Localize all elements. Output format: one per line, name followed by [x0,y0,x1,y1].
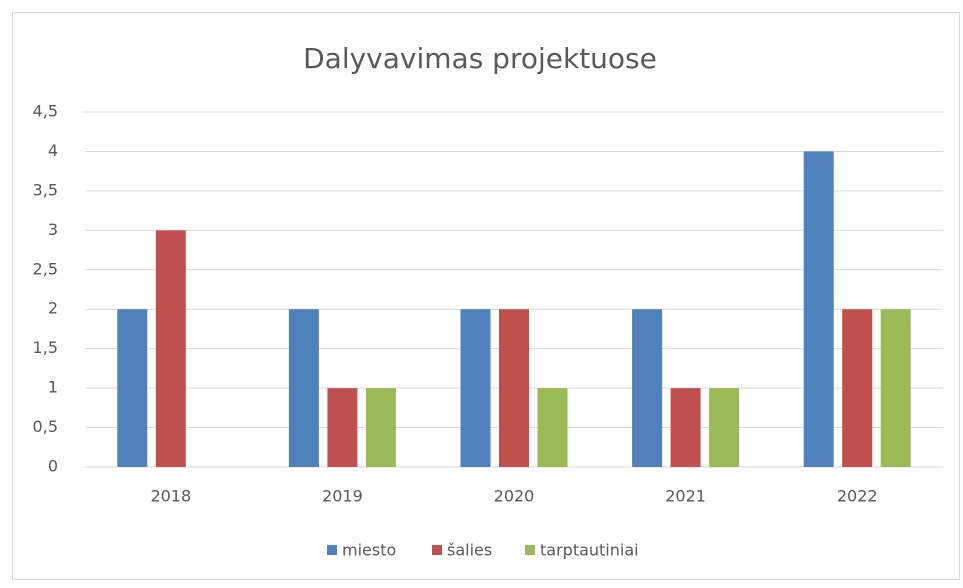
bar [880,309,911,467]
bar [632,309,663,467]
bar [842,309,873,467]
y-tick-label: 2 [48,299,58,318]
bar [288,309,319,467]
bar [709,388,740,467]
bar [803,151,834,467]
y-tick-label: 1,5 [33,338,58,357]
legend-swatch [432,545,442,555]
y-tick-label: 4,5 [33,102,58,121]
y-tick-label: 2,5 [33,259,58,278]
legend-label: miesto [342,541,396,560]
y-tick-label: 4 [48,141,58,160]
y-tick-label: 0 [48,457,58,476]
y-tick-label: 3,5 [33,180,58,199]
chart-title: Dalyvavimas projektuose [303,42,657,75]
y-tick-label: 1 [48,378,58,397]
x-tick-label: 2019 [322,487,363,506]
bar [460,309,491,467]
bar [499,309,529,467]
x-tick-label: 2020 [494,487,535,506]
bar [117,309,148,467]
y-tick-label: 0,5 [33,417,58,436]
bar [537,388,568,467]
legend-swatch [525,545,535,555]
legend-swatch [327,545,337,555]
legend-label: tarptautiniai [540,541,639,560]
x-tick-label: 2022 [837,487,878,506]
bar [327,388,358,467]
x-tick-label: 2021 [665,487,706,506]
bar [670,388,701,467]
bar [155,230,186,467]
legend-label: šalies [447,541,492,560]
y-tick-label: 3 [48,220,58,239]
bar [365,388,396,467]
x-tick-label: 2018 [150,487,191,506]
